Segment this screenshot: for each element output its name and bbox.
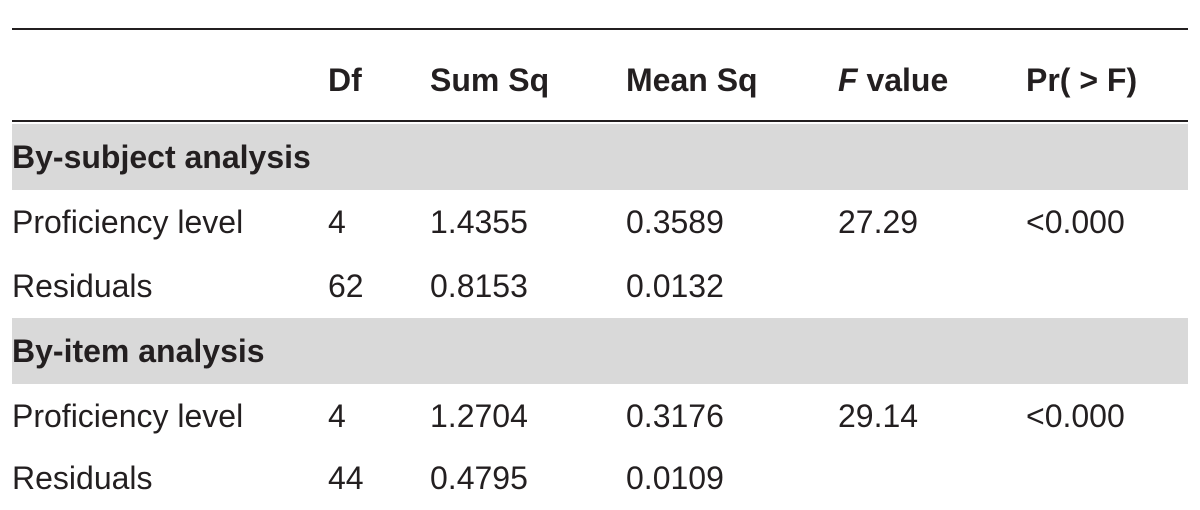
cell-f-value: 29.14 [838,398,919,434]
cell-df: 4 [328,204,346,240]
table-row: Residuals 44 0.4795 0.0109 [12,446,1188,510]
row-label: Proficiency level [12,398,244,434]
header-f-value-rest: value [857,62,949,98]
cell-mean-sq: 0.0132 [626,268,724,304]
header-df: Df [328,62,362,98]
cell-mean-sq: 0.3176 [626,398,724,434]
header-mean-sq: Mean Sq [626,62,758,98]
header-sum-sq: Sum Sq [430,62,550,98]
cell-df: 62 [328,268,364,304]
cell-sum-sq: 0.8153 [430,268,528,304]
cell-mean-sq: 0.0109 [626,460,724,496]
cell-f-value: 27.29 [838,204,919,240]
row-label: Proficiency level [12,204,244,240]
header-f-letter: F [838,62,858,98]
cell-sum-sq: 1.4355 [430,204,528,240]
cell-sum-sq: 0.4795 [430,460,528,496]
header-rule [12,120,1188,122]
cell-mean-sq: 0.3589 [626,204,724,240]
cell-pr: <0.000 [1026,398,1125,434]
header-row: Df Sum Sq Mean Sq F value Pr( > F) [12,45,1188,115]
cell-pr: <0.000 [1026,204,1125,240]
cell-df: 44 [328,460,364,496]
table-row: Proficiency level 4 1.2704 0.3176 29.14 … [12,384,1188,448]
section-title: By-item analysis [12,333,265,369]
table-row: Proficiency level 4 1.4355 0.3589 27.29 … [12,190,1188,254]
section-header-by-subject: By-subject analysis [12,124,1188,190]
cell-df: 4 [328,398,346,434]
header-f-value: F value [838,45,948,115]
cell-sum-sq: 1.2704 [430,398,528,434]
top-rule [12,28,1188,30]
section-header-by-item: By-item analysis [12,318,1188,384]
row-label: Residuals [12,268,153,304]
table-row: Residuals 62 0.8153 0.0132 [12,254,1188,318]
header-pr: Pr( > F) [1026,62,1138,98]
row-label: Residuals [12,460,153,496]
section-title: By-subject analysis [12,139,311,175]
